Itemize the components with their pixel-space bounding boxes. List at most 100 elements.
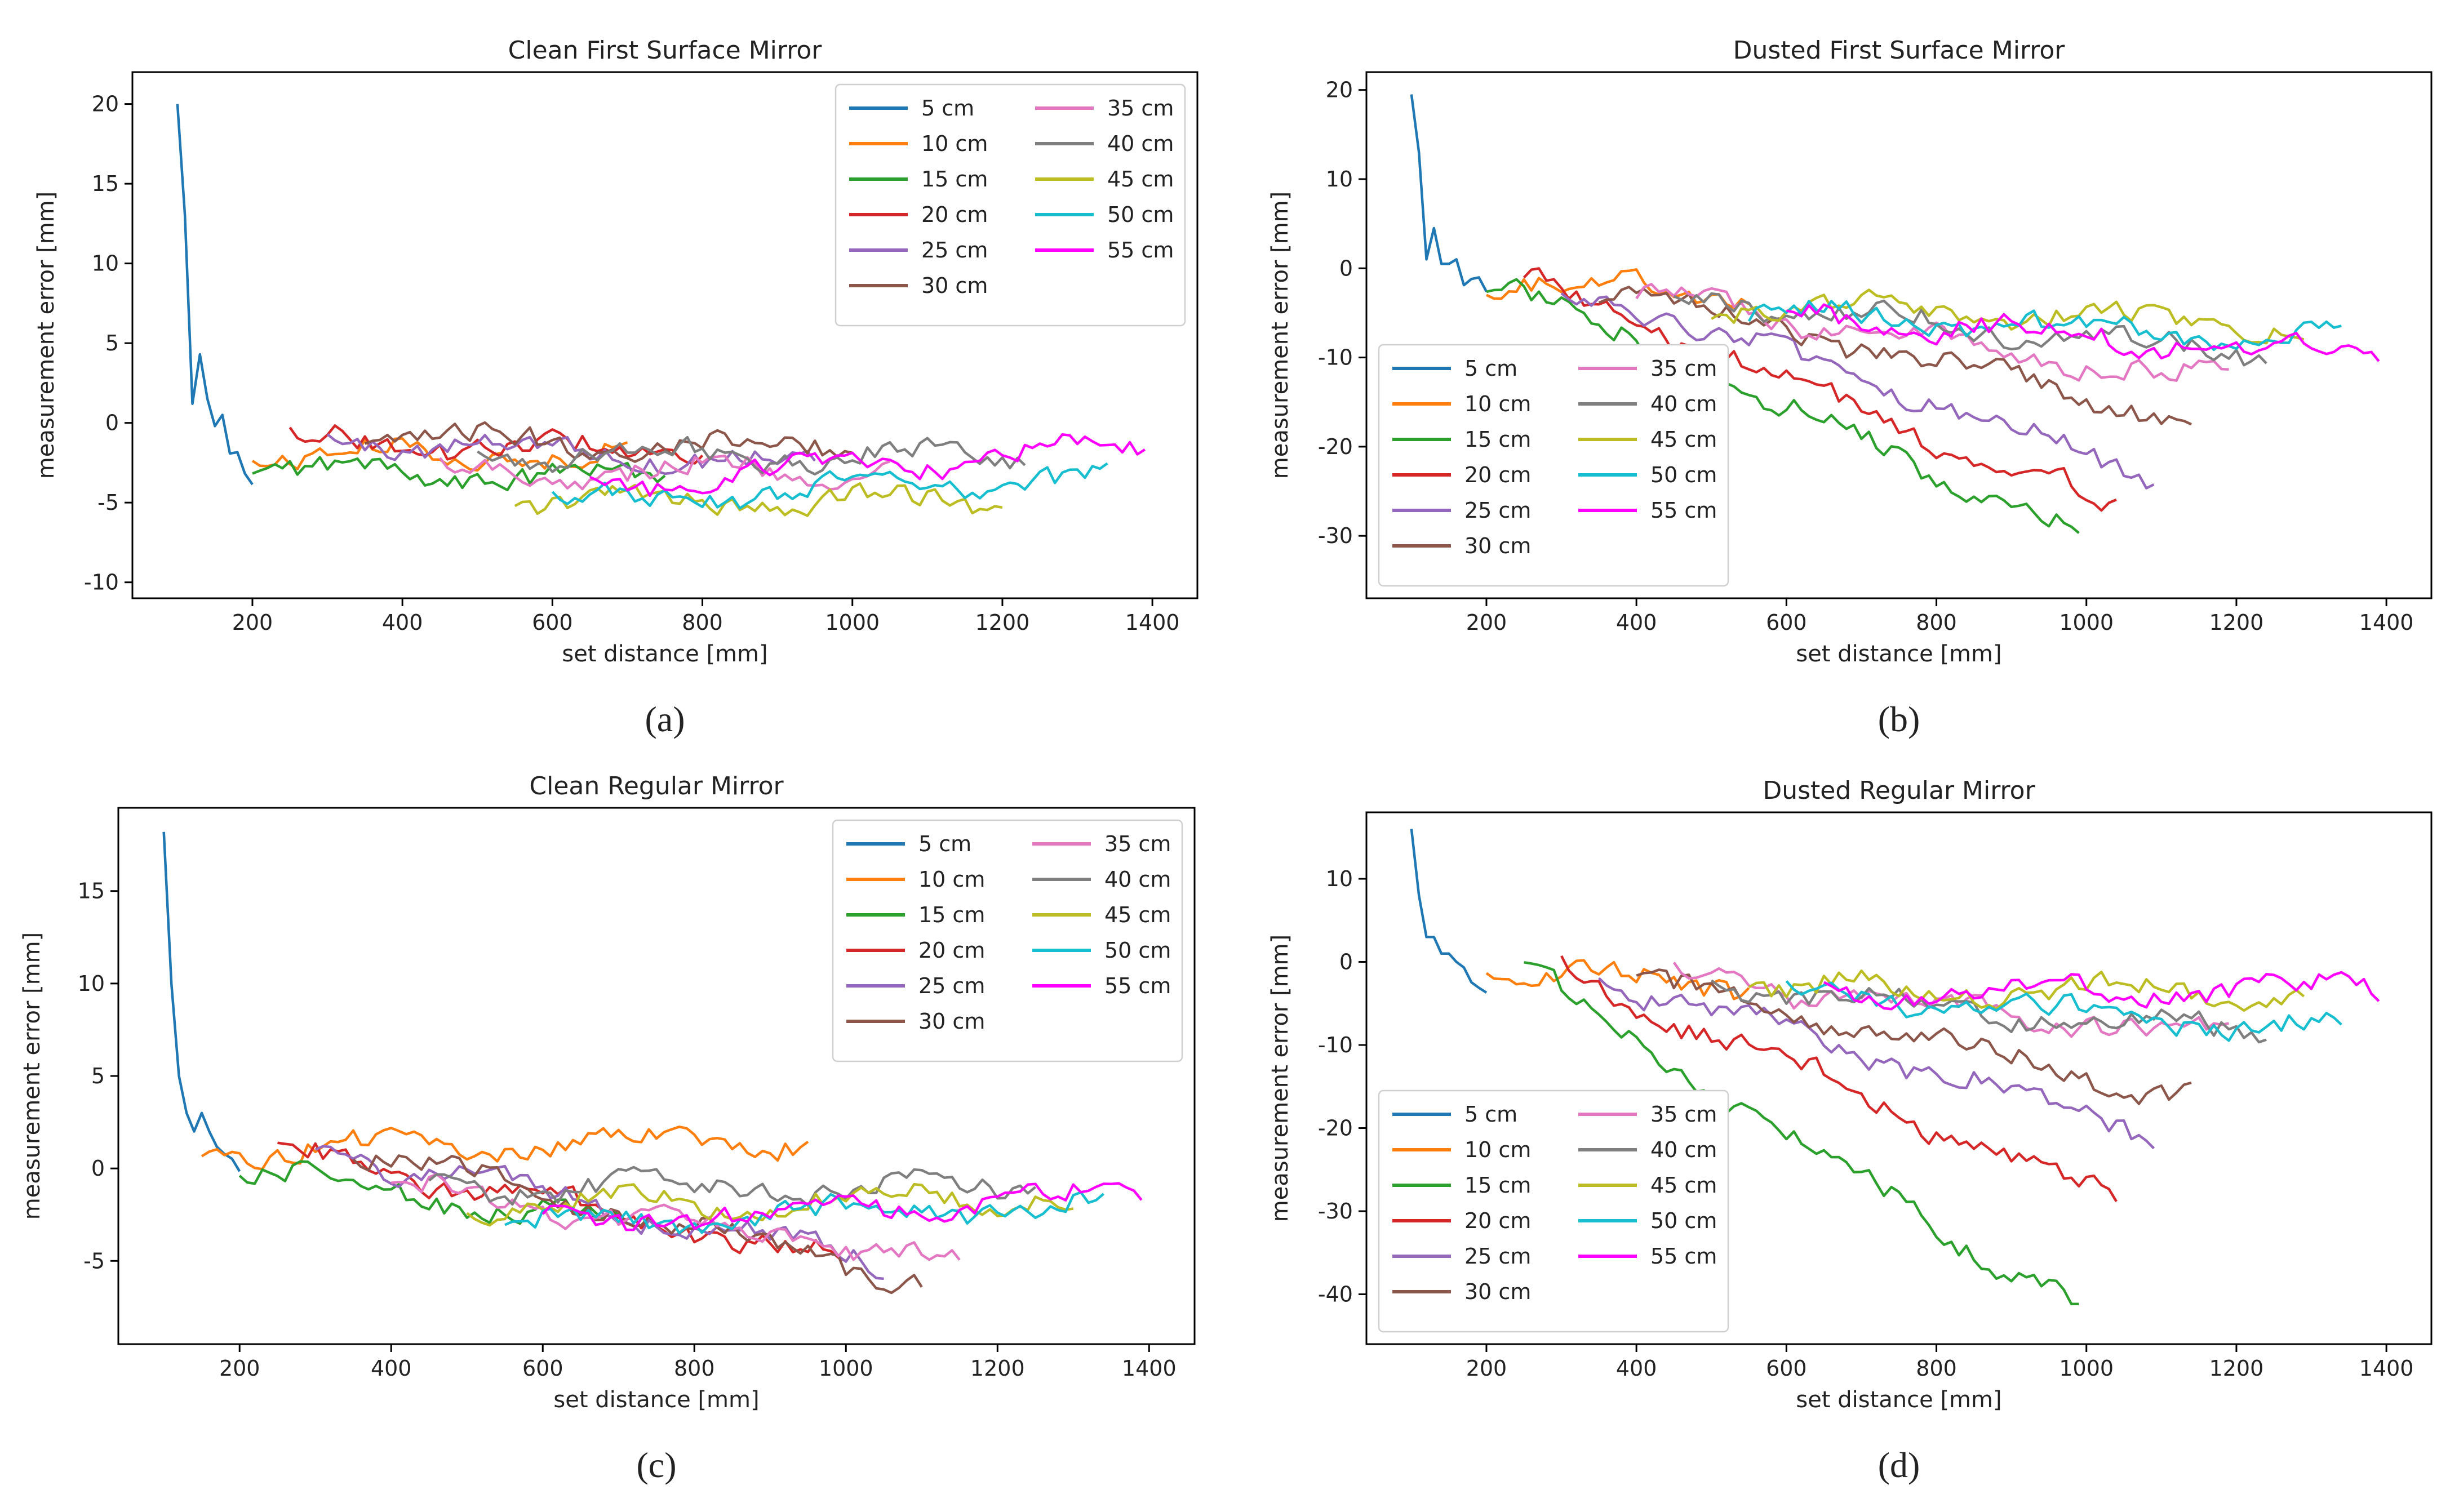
series-group [1410, 94, 2380, 534]
legend-entry: 55 cm [1650, 1244, 1717, 1269]
y-tick-label: 10 [78, 971, 105, 996]
chart-title: Clean First Surface Mirror [508, 36, 823, 65]
legend-entry: 35 cm [1107, 96, 1174, 121]
legend-box [1378, 1089, 1729, 1333]
legend-entry: 30 cm [921, 273, 988, 298]
series-line-40cm [1710, 979, 2267, 1044]
y-tick-label: 10 [1326, 866, 1353, 891]
series-group [176, 104, 1146, 517]
legend-entry: 55 cm [1104, 973, 1171, 998]
series-line-15cm [238, 1160, 620, 1225]
y-tick-label: 15 [92, 171, 119, 196]
y-tick-label: 0 [105, 411, 119, 435]
y-axis-label: measurement error [mm] [1267, 192, 1293, 479]
y-tick-label: -5 [83, 1248, 105, 1273]
y-axis-label: measurement error [mm] [1267, 935, 1293, 1222]
legend-box [835, 83, 1186, 327]
legend-entry: 5 cm [1464, 1102, 1517, 1127]
panel-caption: (c) [636, 1445, 676, 1485]
chart-title: Dusted Regular Mirror [1763, 776, 2035, 805]
series-line-30cm [1636, 968, 2192, 1105]
plot-frame [1365, 71, 2433, 599]
series-line-20cm [277, 1141, 847, 1262]
x-tick-label: 600 [522, 1356, 563, 1381]
x-tick-label: 200 [1466, 610, 1507, 635]
y-tick-label: 0 [91, 1156, 105, 1181]
y-tick-label: -10 [1318, 1033, 1353, 1057]
x-tick-label: 1200 [970, 1356, 1025, 1381]
panel-caption: (d) [1878, 1445, 1920, 1485]
x-tick-label: 800 [674, 1356, 715, 1381]
x-tick-label: 1000 [825, 610, 880, 635]
legend: 5 cm 10 cm 15 cm 20 cm 25 cm 30 cm 35 cm 40 cm 4… [1378, 344, 1729, 587]
x-tick-label: 1400 [2359, 1356, 2414, 1381]
legend-entry: 20 cm [1464, 1208, 1531, 1233]
y-tick-label: -20 [1318, 434, 1353, 459]
legend-entry: 20 cm [918, 938, 985, 963]
legend-entry: 15 cm [918, 902, 985, 927]
x-tick-label: 1000 [2059, 610, 2114, 635]
y-axis-label: measurement error [mm] [19, 932, 45, 1220]
x-tick-label: 800 [1916, 1356, 1957, 1381]
y-tick-label: 10 [92, 251, 119, 276]
x-tick-label: 200 [219, 1356, 260, 1381]
series-line-50cm [504, 1191, 1105, 1234]
series-group [1410, 829, 2380, 1306]
y-tick-label: -20 [1318, 1116, 1353, 1141]
legend-entry: 40 cm [1107, 131, 1174, 156]
series-line-45cm [514, 482, 1003, 517]
series-line-35cm [390, 1173, 961, 1261]
legend-entry: 40 cm [1650, 1137, 1717, 1162]
series-line-5cm [1410, 829, 1488, 994]
y-tick-label: -30 [1318, 1199, 1353, 1224]
legend-entry: 40 cm [1650, 392, 1717, 416]
chart-panel-c: Clean Regular Mirror 200 400 600 800 1000 1200… [19, 772, 1196, 1485]
series-line-30cm [1598, 286, 2192, 426]
x-axis-label: set distance [mm] [1796, 641, 2001, 667]
legend-entry: 55 cm [1107, 238, 1174, 263]
x-tick-label: 1000 [2059, 1356, 2114, 1381]
x-tick-label: 600 [532, 610, 573, 635]
panel-caption: (b) [1878, 699, 1920, 739]
y-tick-label: 0 [1339, 950, 1353, 975]
legend-entry: 20 cm [1464, 463, 1531, 487]
legend-entry: 10 cm [921, 131, 988, 156]
panel-caption: (a) [645, 699, 685, 739]
legend-entry: 5 cm [918, 831, 971, 856]
x-tick-label: 200 [232, 610, 273, 635]
series-line-55cm [589, 433, 1146, 497]
legend-entry: 45 cm [1104, 902, 1171, 927]
x-tick-label: 600 [1766, 610, 1807, 635]
legend-entry: 35 cm [1650, 1102, 1717, 1127]
plot-frame [1365, 811, 2433, 1345]
legend-entry: 25 cm [918, 973, 985, 998]
legend-entry: 45 cm [1650, 1173, 1717, 1198]
y-tick-label: -10 [1318, 345, 1353, 370]
series-line-45cm [466, 1182, 1074, 1227]
x-tick-label: 800 [682, 610, 723, 635]
x-tick-label: 1200 [2209, 1356, 2264, 1381]
legend-entry: 50 cm [1650, 463, 1717, 487]
series-line-15cm [252, 456, 666, 492]
series-line-20cm [288, 424, 704, 465]
series-line-40cm [428, 1166, 1036, 1207]
series-line-25cm [1598, 977, 2155, 1150]
y-tick-label: 10 [1326, 167, 1353, 192]
x-tick-label: 400 [382, 610, 423, 635]
y-tick-label: 5 [105, 331, 119, 355]
legend-entry: 50 cm [1107, 202, 1174, 227]
x-axis-label: set distance [mm] [562, 641, 767, 667]
legend-entry: 20 cm [921, 202, 988, 227]
legend-entry: 45 cm [1107, 167, 1174, 192]
legend-entry: 15 cm [1464, 1173, 1531, 1198]
x-tick-label: 400 [1616, 610, 1657, 635]
legend-entry: 30 cm [918, 1009, 985, 1034]
legend-entry: 25 cm [1464, 498, 1531, 523]
legend-entry: 50 cm [1104, 938, 1171, 963]
y-tick-label: 0 [1339, 256, 1353, 281]
legend-entry: 50 cm [1650, 1208, 1717, 1233]
legend-entry: 40 cm [1104, 867, 1171, 892]
x-tick-label: 800 [1916, 610, 1957, 635]
series-line-20cm [1523, 267, 2117, 512]
